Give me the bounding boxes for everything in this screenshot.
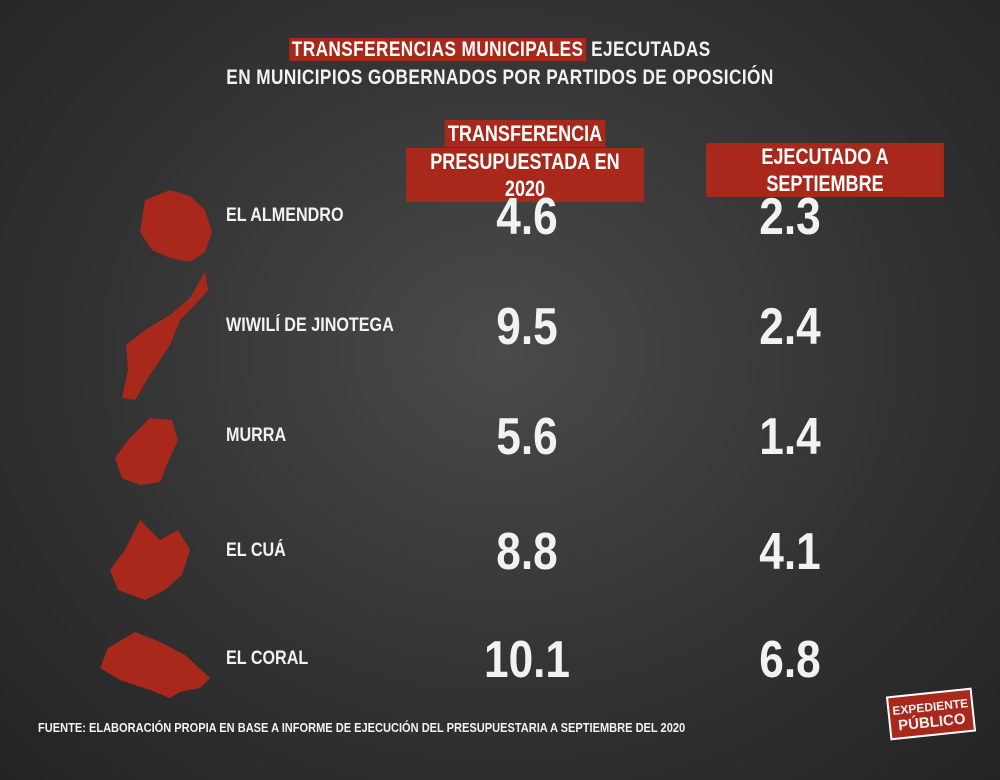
column-header: EJECUTADO A SEPTIEMBRE bbox=[706, 143, 944, 198]
map-coral bbox=[100, 632, 210, 698]
source: FUENTE: ELABORACIÓN PROPIA EN BASE A INF… bbox=[38, 720, 686, 735]
map-wiwili bbox=[122, 272, 208, 400]
row-name: EL ALMENDRO bbox=[226, 205, 344, 226]
row-name: WIWILÍ DE JINOTEGA bbox=[226, 315, 394, 336]
budgeted-value: 4.6 bbox=[496, 188, 558, 246]
budgeted-value: 9.5 bbox=[496, 298, 558, 356]
budgeted-value: 5.6 bbox=[496, 408, 558, 466]
title-highlight: TRANSFERENCIAS MUNICIPALES bbox=[289, 38, 586, 61]
executed-value: 2.3 bbox=[759, 188, 821, 246]
budgeted-value: 8.8 bbox=[496, 523, 558, 581]
row-name: MURRA bbox=[226, 425, 287, 446]
executed-value: 2.4 bbox=[759, 298, 821, 356]
logo: EXPEDIENTE PÚBLICO bbox=[885, 687, 977, 741]
column-header-line: TRANSFERENCIA bbox=[444, 120, 606, 147]
executed-value: 1.4 bbox=[759, 408, 821, 466]
title-line1: TRANSFERENCIAS MUNICIPALES EJECUTADAS bbox=[90, 38, 910, 62]
map-almendro bbox=[140, 190, 212, 262]
executed-value: 4.1 bbox=[759, 523, 821, 581]
title-rest: EJECUTADAS bbox=[591, 38, 711, 61]
column-header: TRANSFERENCIA PRESUPUESTADA EN 2020 bbox=[406, 120, 644, 203]
map-cua bbox=[110, 520, 190, 600]
row-name: EL CUÁ bbox=[226, 540, 286, 561]
executed-value: 6.8 bbox=[759, 631, 821, 689]
column-header-line: PRESUPUESTADA EN 2020 bbox=[406, 148, 644, 202]
column-header-line: EJECUTADO A SEPTIEMBRE bbox=[706, 143, 944, 197]
map-murra bbox=[115, 418, 178, 485]
budgeted-value: 10.1 bbox=[483, 631, 571, 689]
row-name: EL CORAL bbox=[226, 648, 309, 669]
title-line2: EN MUNICIPIOS GOBERNADOS POR PARTIDOS DE… bbox=[226, 66, 774, 89]
